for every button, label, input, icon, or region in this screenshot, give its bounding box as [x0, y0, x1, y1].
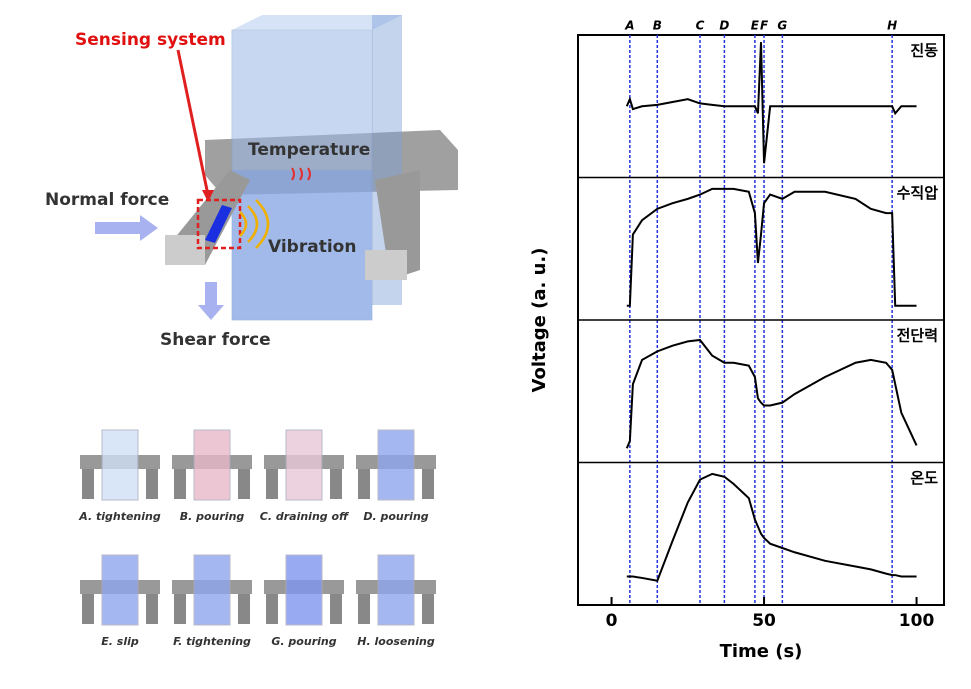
series-line — [625, 42, 917, 164]
panel-label: 전단력 — [897, 327, 938, 345]
thumb-leg — [238, 594, 250, 624]
event-label: H — [887, 19, 897, 33]
illustration: Sensing system Temperature Normal force … — [45, 15, 458, 350]
step-thumbnails: A. tightening B. pouring C. draining off D.… — [78, 429, 436, 648]
label-temperature: Temperature — [248, 140, 370, 160]
thumbnail: B. pouring — [172, 429, 252, 523]
thumb-leg — [358, 469, 370, 499]
panel-label: 온도 — [910, 469, 938, 487]
step-caption: A. tightening — [78, 510, 161, 523]
step-caption: H. loosening — [357, 635, 435, 648]
thumb-leg — [358, 594, 370, 624]
thumbnail: A. tightening — [78, 429, 161, 523]
thumb-leg — [422, 594, 434, 624]
thumb-column — [101, 554, 139, 626]
thumb-column — [193, 429, 231, 501]
series-line — [626, 187, 917, 307]
x-tick-label: 100 — [899, 611, 935, 631]
event-label: E — [751, 19, 760, 33]
step-caption: F. tightening — [173, 635, 251, 648]
thumb-leg — [174, 469, 186, 499]
step-caption: E. slip — [101, 635, 139, 648]
thumb-column — [101, 429, 139, 501]
thumb-leg — [82, 469, 94, 499]
event-label: G — [777, 19, 787, 33]
thumb-column — [377, 554, 415, 626]
event-label: B — [653, 19, 662, 33]
step-caption: C. draining off — [260, 510, 350, 523]
step-caption: B. pouring — [180, 510, 245, 523]
thumb-leg — [238, 469, 250, 499]
event-label: F — [760, 19, 769, 33]
panel-label: 진동 — [910, 42, 938, 60]
thumbnail: E. slip — [80, 554, 160, 648]
thumbnail: G. pouring — [264, 554, 344, 648]
thumb-leg — [266, 594, 278, 624]
thumb-column — [377, 429, 415, 501]
thumb-leg — [266, 469, 278, 499]
thumbnail: D. pouring — [356, 429, 436, 523]
x-tick-label: 50 — [752, 611, 776, 631]
label-vibration: Vibration — [268, 237, 356, 257]
thumb-leg — [82, 594, 94, 624]
label-shear: Shear force — [160, 330, 271, 350]
thumbnail: F. tightening — [172, 554, 252, 648]
series-line — [625, 338, 918, 449]
thumb-column — [285, 429, 323, 501]
event-label: C — [696, 19, 705, 33]
thumb-leg — [146, 594, 158, 624]
thumbnail: C. draining off — [260, 429, 350, 523]
event-label: D — [719, 19, 729, 33]
step-caption: D. pouring — [363, 510, 428, 523]
thumb-column — [285, 554, 323, 626]
label-normal: Normal force — [45, 190, 169, 210]
series-line — [626, 472, 917, 582]
x-tick-label: 0 — [606, 611, 618, 631]
label-sensing: Sensing system — [75, 30, 226, 50]
x-axis-label: Time (s) — [720, 641, 803, 662]
step-caption: G. pouring — [271, 635, 336, 648]
thumb-leg — [146, 469, 158, 499]
event-label: A — [624, 19, 634, 33]
y-axis-label: Voltage (a. u.) — [529, 248, 550, 393]
thumbnail: H. loosening — [356, 554, 436, 648]
thumb-column — [193, 554, 231, 626]
thumb-leg — [330, 469, 342, 499]
thumb-leg — [174, 594, 186, 624]
thumb-leg — [330, 594, 342, 624]
thumb-leg — [422, 469, 434, 499]
panel-label: 수직압 — [897, 184, 939, 202]
